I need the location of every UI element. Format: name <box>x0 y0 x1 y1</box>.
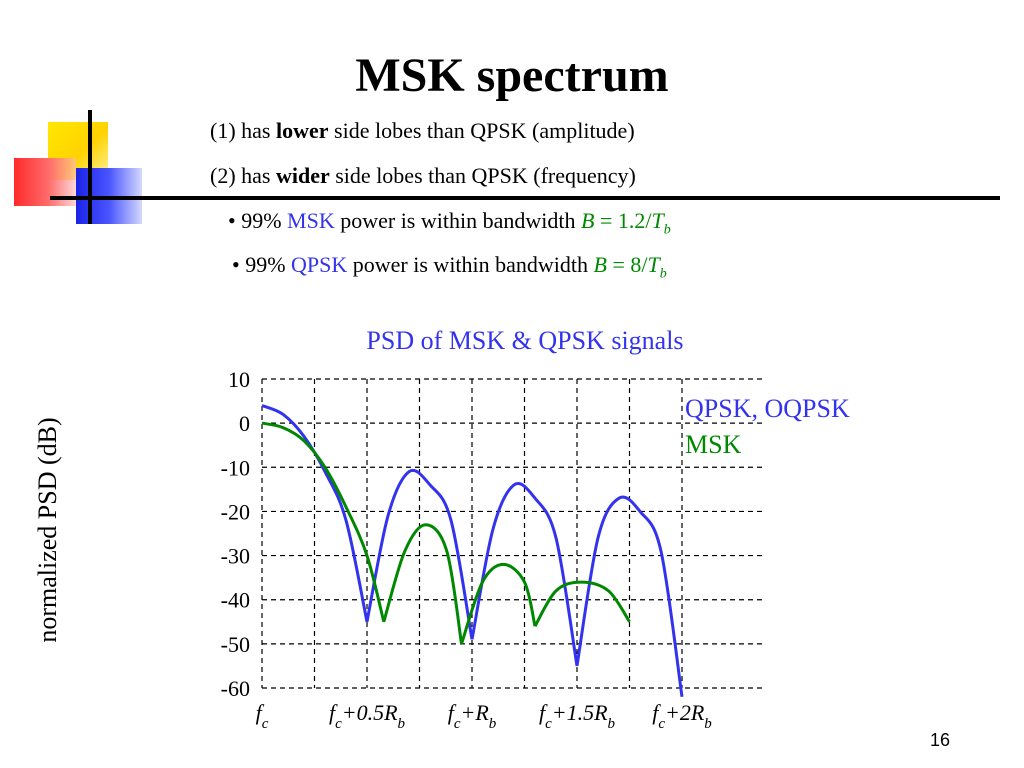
bullet-3-mid: power is within bandwidth <box>334 208 581 233</box>
legend-msk: MSK <box>685 430 742 459</box>
x-tick-label: fc+2Rb <box>652 700 712 732</box>
bullet-line-2: (2) has wider side lobes than QPSK (freq… <box>210 163 636 189</box>
bullet-line-4: • 99% QPSK power is within bandwidth B =… <box>232 252 667 282</box>
bullet-4-eq-b: B <box>593 252 607 277</box>
x-tick-label: fc <box>256 700 269 732</box>
bullet-4-eq: B = 8/Tb <box>593 252 667 281</box>
bullet-line-3: • 99% MSK power is within bandwidth B = … <box>228 208 671 238</box>
y-tick-label: -30 <box>221 544 250 569</box>
bullet-line-1: (1) has lower side lobes than QPSK (ampl… <box>210 118 635 144</box>
bullet-4-eq-sub: b <box>659 266 667 282</box>
series-line-msk <box>533 580 631 627</box>
bullet-4-eq-t: T <box>647 252 660 277</box>
bullet-4-mod: QPSK <box>291 252 348 277</box>
bullet-3-eq-sub: b <box>663 222 671 238</box>
x-tick-label: fc+Rb <box>448 700 497 732</box>
x-tick-label: fc+1.5Rb <box>539 700 616 732</box>
bullet-3-eq: B = 1.2/Tb <box>580 208 671 237</box>
bullet-3-mod: MSK <box>287 208 335 233</box>
y-tick-label: -60 <box>221 676 250 701</box>
y-tick-label: -10 <box>221 455 250 480</box>
y-tick-label: 10 <box>228 367 250 392</box>
chart-title: PSD of MSK & QPSK signals <box>366 326 684 355</box>
series-line-msk <box>261 421 386 623</box>
series-line-qpsk <box>470 482 579 667</box>
slide-title: MSK spectrum <box>355 49 669 102</box>
decoration-horizontal-line <box>50 196 1000 200</box>
bullet-3-eq-t: T <box>651 208 664 233</box>
y-tick-label: -40 <box>221 588 250 613</box>
bullet-4-mid: power is within bandwidth <box>347 252 594 277</box>
series-line-qpsk <box>575 495 684 698</box>
series-line-msk <box>382 523 463 645</box>
bullet-1-pre: (1) has <box>210 118 276 143</box>
series-line-msk <box>460 562 537 645</box>
y-tick-label: 0 <box>239 411 250 436</box>
bullet-3-eq-val: = 1.2/ <box>594 208 652 233</box>
page-number: 16 <box>929 730 950 750</box>
bullet-3-pre: • 99% <box>228 208 288 233</box>
legend-qpsk: QPSK, OQPSK <box>685 394 850 423</box>
y-tick-label: -50 <box>221 632 250 657</box>
bullet-3-eq-b: B <box>580 208 595 233</box>
bullet-2-pre: (2) has <box>210 163 276 188</box>
bullet-2-post: side lobes than QPSK (frequency) <box>329 163 636 188</box>
series-line-qpsk <box>365 468 474 640</box>
bullet-2-bold: wider <box>275 163 330 188</box>
x-tick-label: fc+0.5Rb <box>329 700 406 732</box>
y-tick-label: -20 <box>221 499 250 524</box>
bullet-4-pre: • 99% <box>232 252 292 277</box>
decoration-vertical-line <box>88 110 92 224</box>
bullet-4-eq-val: = 8/ <box>607 252 648 277</box>
bullet-1-post: side lobes than QPSK (amplitude) <box>328 118 635 143</box>
bullet-1-bold: lower <box>275 118 329 143</box>
